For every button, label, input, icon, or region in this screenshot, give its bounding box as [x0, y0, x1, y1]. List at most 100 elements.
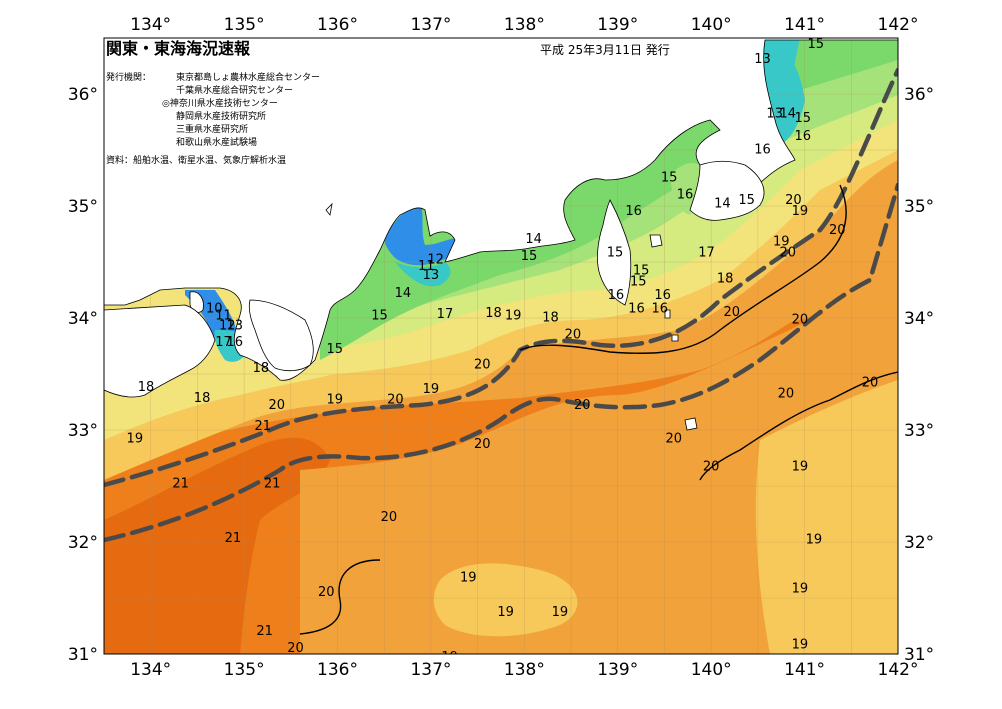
data-source: 資料：船舶水温、衛星水温、気象庁解析水温 [106, 154, 286, 166]
temperature-label: 20 [778, 387, 795, 402]
temperature-label: 19 [326, 392, 343, 407]
longitude-tick-label: 139° [597, 660, 638, 680]
temperature-label: 19 [497, 605, 514, 620]
temperature-label: 18 [485, 306, 502, 321]
latitude-tick-label: 35° [904, 197, 934, 217]
band-14-coast [760, 38, 805, 145]
map-title: 関東・東海海況速報 [106, 39, 251, 58]
agency-4: 静岡県水産技術研究所 [176, 110, 266, 122]
longitude-tick-label: 136° [317, 660, 358, 680]
temperature-label: 20 [474, 437, 491, 452]
temperature-label: 18 [253, 361, 270, 376]
temperature-label: 18 [194, 391, 211, 406]
land-shikoku [104, 304, 216, 398]
temperature-label: 10 [206, 302, 223, 317]
longitude-tick-label: 134° [130, 15, 171, 35]
temperature-label: 19 [441, 650, 458, 665]
latitude-tick-label: 31° [68, 645, 98, 665]
temperature-label: 16 [794, 129, 811, 144]
temperature-label: 16 [652, 302, 669, 317]
temperature-label: 15 [630, 275, 647, 290]
temperature-label: 20 [269, 398, 286, 413]
latitude-tick-label: 34° [904, 309, 934, 329]
temperature-label: 14 [780, 107, 797, 122]
land-niijima [664, 309, 671, 319]
land-izu [597, 199, 632, 306]
temperature-label: 14 [525, 232, 542, 247]
longitude-tick-label: 138° [504, 15, 545, 35]
temperature-label: 19 [792, 638, 809, 653]
temperature-label: 17 [698, 246, 715, 261]
latitude-tick-label: 36° [904, 85, 934, 105]
longitude-tick-label: 142° [878, 660, 919, 680]
longitude-tick-label: 134° [130, 660, 171, 680]
land-izu-oshima [649, 234, 663, 248]
longitude-tick-label: 138° [504, 660, 545, 680]
land-chiba [689, 160, 765, 221]
temperature-label: 21 [255, 419, 272, 434]
latitude-tick-label: 33° [904, 421, 934, 441]
temperature-label: 13 [766, 107, 783, 122]
latitude-tick-label: 35° [68, 197, 98, 217]
temperature-label: 19 [792, 582, 809, 597]
temperature-label: 20 [574, 398, 591, 413]
agencies-label: 発行機関： [106, 71, 151, 83]
land-hachijo [684, 417, 698, 431]
longitude-ticks-top: 134° 135° 136° 137° 138° 139° 140° 141° 142° [130, 15, 918, 35]
band-13-ise [395, 262, 451, 287]
temperature-label: 20 [565, 327, 582, 342]
temperature-label: 15 [326, 342, 343, 357]
temperature-label: 20 [287, 641, 304, 656]
longitude-tick-label: 141° [784, 15, 825, 35]
temperature-label: 20 [780, 246, 797, 261]
temperature-label: 19 [792, 204, 809, 219]
band-20-ne [760, 160, 898, 330]
latitude-ticks-left: 31° 32° 33° 34° 35° 36° [68, 85, 98, 665]
temperature-label: 20 [703, 459, 720, 474]
longitude-tick-label: 142° [878, 15, 919, 35]
temperature-label: 19 [806, 532, 823, 547]
temperature-label: 16 [754, 143, 771, 158]
temperature-label: 17 [215, 335, 232, 350]
isotherm-20 [519, 184, 847, 355]
temperature-label: 21 [256, 624, 273, 639]
temperature-label: 15 [371, 308, 388, 323]
longitude-tick-label: 137° [410, 15, 451, 35]
agency-1: 東京都島しょ農林水産総合センター [176, 71, 320, 83]
isotherm-20-south [299, 559, 381, 635]
temperature-label: 19 [423, 382, 440, 397]
temperature-label: 19 [552, 605, 569, 620]
band-19-se [755, 380, 898, 654]
temperature-label: 20 [862, 375, 879, 390]
longitude-tick-label: 140° [691, 660, 732, 680]
temperature-label: 11 [418, 259, 435, 274]
temperature-label: 21 [172, 476, 189, 491]
temperature-label: 15 [661, 171, 678, 186]
latitude-tick-label: 33° [68, 421, 98, 441]
temperature-label: 16 [227, 335, 244, 350]
issue-date: 平成 25年3月11日 発行 [540, 43, 670, 57]
isotherm-20-east [699, 371, 898, 481]
longitude-tick-label: 135° [224, 15, 265, 35]
temperature-label: 16 [628, 302, 645, 317]
temperature-label: 15 [521, 249, 538, 264]
temperature-label: 20 [318, 585, 335, 600]
latitude-tick-label: 36° [68, 85, 98, 105]
temperature-label: 15 [738, 193, 755, 208]
band-10-ise-bay [384, 200, 457, 266]
agency-2: 千葉県水産総合研究センター [176, 84, 293, 96]
plot-frame [103, 37, 899, 655]
longitude-tick-label: 141° [784, 660, 825, 680]
longitude-tick-label: 140° [691, 15, 732, 35]
longitude-tick-label: 136° [317, 15, 358, 35]
latitude-tick-label: 31° [904, 645, 934, 665]
latitude-tick-label: 34° [68, 309, 98, 329]
longitude-tick-label: 139° [597, 15, 638, 35]
temperature-label: 20 [666, 431, 683, 446]
temperature-label: 19 [460, 570, 477, 585]
temperature-label: 20 [387, 392, 404, 407]
temperature-label: 20 [381, 510, 398, 525]
temperature-label: 18 [138, 380, 155, 395]
